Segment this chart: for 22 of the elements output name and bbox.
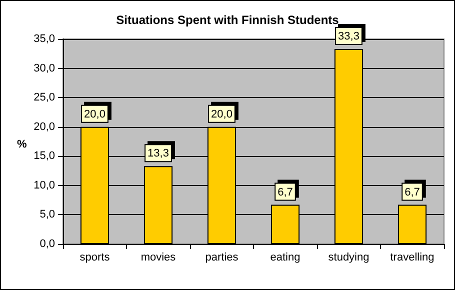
y-tick-label: 15,0 <box>34 150 55 162</box>
x-tick-label: studying <box>328 252 370 264</box>
y-tick-label: 0,0 <box>40 238 55 250</box>
data-label: 20,0 <box>211 108 232 120</box>
y-tick-label: 30,0 <box>34 62 55 74</box>
y-tick-label: 5,0 <box>40 208 55 221</box>
data-label: 6,7 <box>404 186 420 198</box>
x-tick-label: travelling <box>390 252 434 264</box>
x-tick-label: eating <box>270 252 300 264</box>
data-label: 6,7 <box>278 186 293 198</box>
y-tick-label: 25,0 <box>34 92 55 104</box>
y-axis-title: % <box>17 138 27 150</box>
y-tick-label: 20,0 <box>34 120 55 133</box>
y-tick-label: 35,0 <box>34 33 55 45</box>
x-tick-label: movies <box>140 252 176 264</box>
x-tick-label: parties <box>205 252 239 264</box>
data-label: 20,0 <box>84 108 106 120</box>
chart-title: Situations Spent with Finnish Students <box>116 13 340 27</box>
data-label: 13,3 <box>148 148 169 160</box>
y-tick-label: 10,0 <box>34 179 55 192</box>
data-label: 33,3 <box>338 30 360 42</box>
x-tick-label: sports <box>80 252 110 264</box>
